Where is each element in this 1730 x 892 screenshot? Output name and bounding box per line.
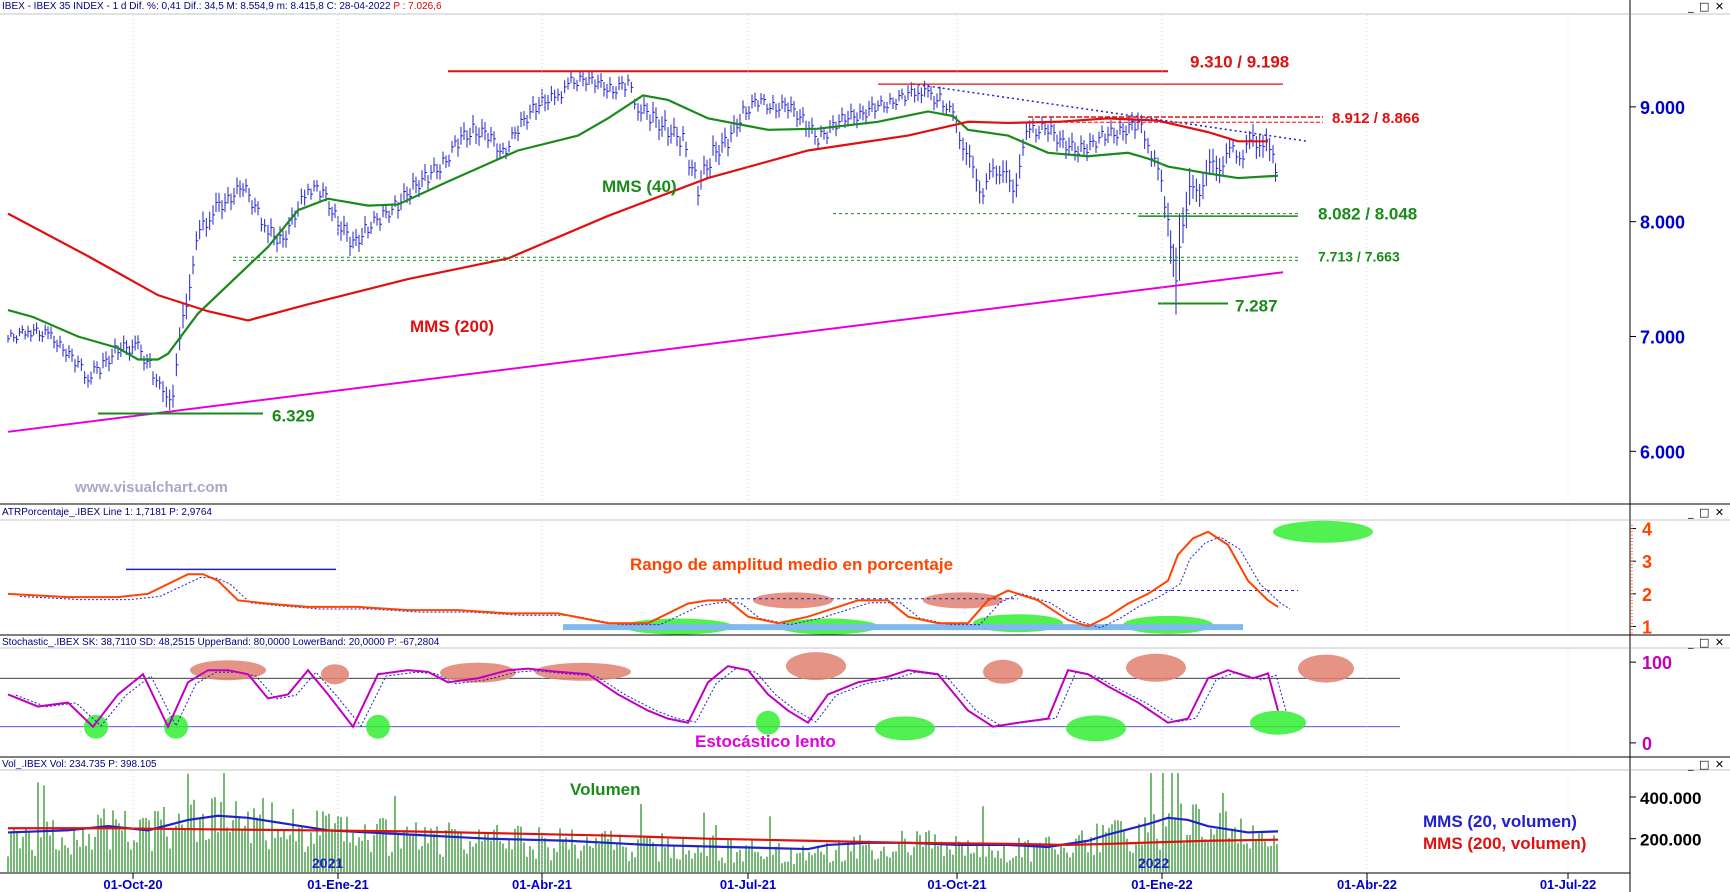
price-header-extra: P : 7.026,6 — [393, 1, 442, 12]
y-tick-label: 6.000 — [1640, 442, 1685, 462]
highlight-ellipse — [1273, 520, 1373, 543]
y-tick-label: 8.000 — [1640, 213, 1685, 233]
overbought-ellipse — [321, 664, 349, 685]
x-axis: 01-Oct-20 01-Ene-21 01-Abr-21 01-Jul-21 01-O… — [103, 15, 1596, 892]
oversold-ellipse — [84, 714, 108, 739]
price-window-buttons[interactable]: _ □ ✕ — [1688, 0, 1726, 13]
x-tick-label: 01-Ene-22 — [1131, 877, 1192, 892]
mms200-volume-label: MMS (200, volumen) — [1423, 834, 1586, 853]
price-panel: 9.310 / 9.198 8.912 / 8.866 8.082 / 8.048 7… — [7, 52, 1685, 496]
volume-window-buttons[interactable]: _ □ ✕ — [1688, 758, 1726, 771]
highlight-ellipse — [753, 592, 833, 609]
volume-panel: MMS (20, volumen) MMS (200, volumen) Volum… — [7, 773, 1701, 872]
vol-header-text: Vol_.IBEX Vol: 234.735 P: 398.105 — [2, 759, 157, 770]
overbought-ellipse — [1126, 653, 1186, 682]
watermark: www.visualchart.com — [74, 479, 228, 496]
overbought-ellipse — [535, 662, 631, 681]
overbought-ellipse — [786, 652, 846, 681]
atr-title-annotation: Rango de amplitud medio en porcentaje — [630, 555, 953, 574]
x-tick-label: 01-Abr-22 — [1337, 877, 1397, 892]
level-label: 7.287 — [1235, 297, 1278, 316]
level-label: 7.713 / 7.663 — [1318, 248, 1400, 264]
y-tick-label: 3 — [1642, 552, 1652, 572]
resistance-trend-line — [912, 83, 1309, 143]
price-header-text: IBEX - IBEX 35 INDEX - 1 d Dif. %: 0,41 … — [2, 1, 391, 12]
stoch-header-text: Stochastic_.IBEX SK: 38,7110 SD: 48,2515… — [2, 637, 440, 648]
level-label: 8.912 / 8.866 — [1332, 110, 1420, 127]
oversold-ellipse — [756, 710, 780, 735]
level-label: 8.082 / 8.048 — [1318, 205, 1417, 224]
mms40-line — [7, 94, 1279, 361]
stochastic-window-buttons[interactable]: _ □ ✕ — [1688, 636, 1726, 649]
overbought-ellipse — [983, 659, 1023, 684]
oversold-ellipse — [875, 716, 935, 741]
stoch-sk-line — [7, 665, 1279, 730]
atr-window-buttons[interactable]: _ □ ✕ — [1688, 506, 1726, 519]
y-tick-label: 4 — [1642, 520, 1652, 540]
level-label: 6.329 — [272, 407, 315, 426]
y-tick-label: 7.000 — [1640, 328, 1685, 348]
mms40-label: MMS (40) — [602, 177, 677, 196]
atr-line — [7, 530, 1279, 628]
stochastic-panel: Estocástico lento 0 100 — [0, 652, 1672, 754]
volume-annotation: Volumen — [570, 780, 641, 799]
x-tick-label: 01-Jul-21 — [720, 877, 776, 892]
mms20-volume-label: MMS (20, volumen) — [1423, 812, 1577, 831]
oversold-ellipse — [366, 714, 390, 739]
highlight-ellipse — [923, 592, 1003, 609]
mms200-volume-line — [8, 827, 1279, 847]
stochastic-panel-header: Stochastic_.IBEX SK: 38,7110 SD: 48,2515… — [2, 637, 439, 648]
atr-panel-header: ATRPorcentaje_.IBEX Line 1: 1,7181 P: 2,… — [2, 507, 212, 518]
y-tick-label: 2 — [1642, 585, 1652, 605]
x-tick-label: 01-Oct-21 — [927, 877, 986, 892]
year-label: 2022 — [1138, 855, 1169, 871]
price-panel-header: IBEX - IBEX 35 INDEX - 1 d Dif. %: 0,41 … — [2, 1, 442, 12]
mms200-label: MMS (200) — [410, 317, 494, 336]
level-label: 9.310 / 9.198 — [1190, 52, 1289, 71]
volume-panel-header: Vol_.IBEX Vol: 234.735 P: 398.105 — [2, 759, 157, 770]
y-tick-label: 400.000 — [1640, 789, 1701, 808]
y-tick-label: 0 — [1642, 734, 1652, 754]
x-tick-label: 01-Oct-20 — [103, 877, 162, 892]
x-tick-label: 01-Ene-21 — [307, 877, 368, 892]
y-tick-label: 100 — [1642, 653, 1672, 673]
x-tick-label: 01-Jul-22 — [1540, 877, 1596, 892]
oversold-ellipse — [1250, 710, 1306, 735]
oversold-ellipse — [1066, 715, 1126, 742]
mms200-line — [7, 117, 1268, 322]
overbought-ellipse — [440, 662, 516, 683]
atr-signal-line — [19, 536, 1291, 629]
y-tick-label: 9.000 — [1640, 98, 1685, 118]
support-trend-line — [7, 271, 1284, 433]
mms20-volume-line — [7, 814, 1279, 851]
stochastic-annotation: Estocástico lento — [695, 732, 836, 751]
x-tick-label: 01-Abr-21 — [512, 877, 572, 892]
y-tick-label: 1 — [1642, 617, 1652, 637]
y-tick-label: 200.000 — [1640, 831, 1701, 850]
atr-header-text: ATRPorcentaje_.IBEX Line 1: 1,7181 P: 2,… — [2, 507, 212, 518]
atr-panel: Rango de amplitud medio en porcentaje 1 2 3… — [7, 520, 1652, 637]
year-label: 2021 — [312, 855, 343, 871]
overbought-ellipse — [1298, 654, 1354, 683]
